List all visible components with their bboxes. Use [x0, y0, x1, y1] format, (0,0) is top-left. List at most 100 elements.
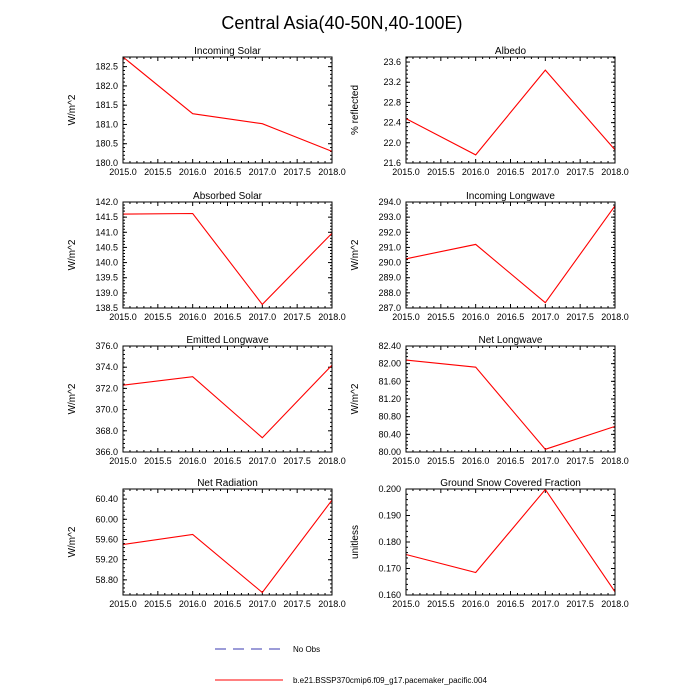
plot-frame — [122, 201, 333, 309]
y-axis-label: unitless — [350, 525, 361, 559]
y-axis-label: W/m^2 — [67, 383, 78, 414]
x-tick-label: 2016.5 — [497, 456, 525, 466]
chart-panel: Net Radiation W/m^2 2015.0 2015.5 2016.0 2016… — [67, 478, 346, 609]
series-line — [122, 364, 333, 439]
y-tick-label: 80.80 — [378, 412, 401, 422]
x-tick-label: 2017.0 — [249, 167, 277, 177]
panel-title: Absorbed Solar — [193, 191, 263, 202]
x-tick-label: 2015.0 — [392, 312, 420, 322]
plot-frame — [405, 488, 616, 596]
x-tick-label: 2015.0 — [392, 599, 420, 609]
y-tick-label: 60.00 — [95, 514, 118, 524]
x-tick-label: 2016.0 — [179, 167, 207, 177]
plot-frame — [122, 345, 333, 453]
x-tick-label: 2016.0 — [462, 312, 490, 322]
y-tick-label: 0.170 — [378, 564, 401, 574]
panel-title: Ground Snow Covered Fraction — [440, 478, 581, 489]
chart-panel: Albedo % reflected 2015.0 2015.5 2016.0 2016.… — [350, 46, 629, 177]
x-tick-label: 2018.0 — [318, 456, 346, 466]
y-tick-label: 374.0 — [95, 362, 118, 372]
y-tick-label: 181.5 — [95, 100, 118, 110]
y-tick-label: 290.0 — [378, 258, 401, 268]
y-tick-label: 368.0 — [95, 426, 118, 436]
y-tick-label: 0.200 — [378, 484, 401, 494]
y-tick-label: 80.00 — [378, 447, 401, 457]
y-tick-label: 182.0 — [95, 81, 118, 91]
x-tick-label: 2015.5 — [427, 599, 455, 609]
y-tick-label: 22.0 — [383, 138, 401, 148]
plot-frame — [405, 201, 616, 309]
y-axis-label: % reflected — [350, 85, 361, 135]
y-tick-label: 0.190 — [378, 511, 401, 521]
y-tick-label: 82.00 — [378, 359, 401, 369]
x-tick-label: 2016.5 — [497, 167, 525, 177]
x-tick-label: 2016.0 — [462, 456, 490, 466]
y-tick-label: 289.0 — [378, 273, 401, 283]
figure-title: Central Asia(40-50N,40-100E) — [221, 13, 462, 33]
x-tick-label: 2018.0 — [601, 167, 629, 177]
x-tick-label: 2015.5 — [427, 456, 455, 466]
y-tick-label: 140.0 — [95, 258, 118, 268]
chart-panel: Incoming Solar W/m^2 2015.0 2015.5 2016.0 201… — [67, 46, 346, 177]
panel-title: Incoming Longwave — [466, 191, 555, 202]
y-tick-label: 292.0 — [378, 227, 401, 237]
chart-panel: Net Longwave W/m^2 2015.0 2015.5 2016.0 2016.… — [350, 335, 629, 466]
x-tick-label: 2016.0 — [462, 599, 490, 609]
x-tick-label: 2017.0 — [532, 312, 560, 322]
y-axis-label: W/m^2 — [67, 526, 78, 557]
y-tick-label: 141.0 — [95, 227, 118, 237]
y-axis-label: W/m^2 — [350, 383, 361, 414]
y-tick-label: 138.5 — [95, 303, 118, 313]
series-line — [405, 69, 616, 156]
x-tick-label: 2017.5 — [283, 456, 311, 466]
y-tick-label: 22.4 — [383, 118, 401, 128]
series-line — [405, 205, 616, 304]
y-tick-label: 0.160 — [378, 590, 401, 600]
x-tick-label: 2018.0 — [318, 599, 346, 609]
x-tick-label: 2017.0 — [249, 599, 277, 609]
y-tick-label: 141.5 — [95, 212, 118, 222]
y-tick-label: 370.0 — [95, 405, 118, 415]
x-tick-label: 2017.0 — [249, 456, 277, 466]
y-tick-label: 287.0 — [378, 303, 401, 313]
x-tick-label: 2015.5 — [144, 599, 172, 609]
chart-panel: Absorbed Solar W/m^2 2015.0 2015.5 2016.0 201… — [67, 191, 346, 322]
x-tick-label: 2015.0 — [392, 456, 420, 466]
panel-title: Incoming Solar — [194, 46, 261, 57]
series-line — [122, 499, 333, 594]
plot-frame — [405, 345, 616, 453]
legend: No Obs b.e21.BSSP370cmip6.f09_g17.pacema… — [215, 645, 487, 685]
x-tick-label: 2015.0 — [109, 599, 137, 609]
y-tick-label: 142.0 — [95, 197, 118, 207]
y-tick-label: 81.20 — [378, 394, 401, 404]
y-tick-label: 140.5 — [95, 242, 118, 252]
y-tick-label: 376.0 — [95, 341, 118, 351]
x-tick-label: 2015.0 — [392, 167, 420, 177]
y-tick-label: 139.5 — [95, 273, 118, 283]
x-tick-label: 2016.5 — [214, 312, 242, 322]
x-tick-label: 2016.5 — [214, 167, 242, 177]
y-tick-label: 82.40 — [378, 341, 401, 351]
y-axis-label: W/m^2 — [350, 239, 361, 270]
series-line — [405, 359, 616, 450]
x-tick-label: 2017.0 — [532, 456, 560, 466]
y-tick-label: 0.180 — [378, 537, 401, 547]
y-tick-label: 23.6 — [383, 57, 401, 67]
x-tick-label: 2017.0 — [532, 599, 560, 609]
chart-panel: Emitted Longwave W/m^2 2015.0 2015.5 2016.0 2… — [67, 335, 346, 466]
y-tick-label: 59.60 — [95, 534, 118, 544]
y-tick-label: 180.5 — [95, 139, 118, 149]
x-tick-label: 2016.5 — [214, 599, 242, 609]
x-tick-label: 2018.0 — [601, 599, 629, 609]
y-tick-label: 58.80 — [95, 575, 118, 585]
panel-title: Emitted Longwave — [186, 335, 269, 346]
x-tick-label: 2017.5 — [566, 167, 594, 177]
x-tick-label: 2016.5 — [497, 599, 525, 609]
y-tick-label: 366.0 — [95, 447, 118, 457]
y-tick-label: 22.8 — [383, 97, 401, 107]
panels-group: Incoming Solar W/m^2 2015.0 2015.5 2016.0 201… — [67, 46, 629, 609]
x-tick-label: 2017.5 — [283, 312, 311, 322]
y-axis-label: W/m^2 — [67, 239, 78, 270]
y-tick-label: 372.0 — [95, 383, 118, 393]
